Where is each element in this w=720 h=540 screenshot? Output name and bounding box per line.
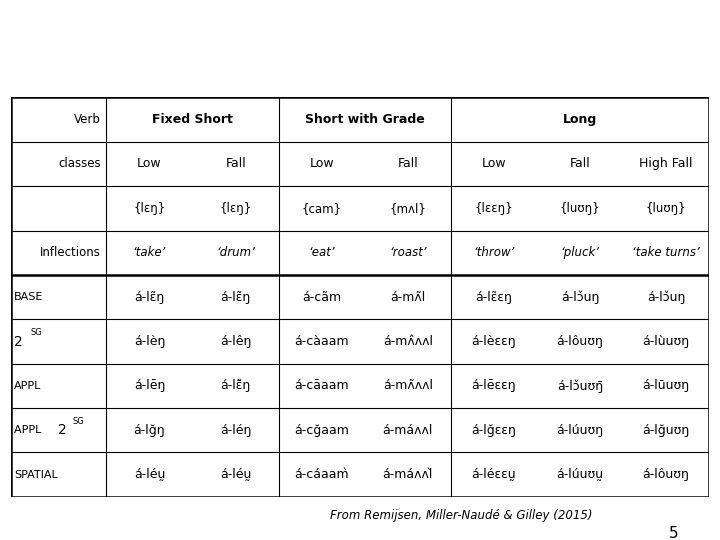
- Text: á-lêŋ: á-lêŋ: [220, 335, 251, 348]
- Text: {luʊŋ}: {luʊŋ}: [559, 202, 600, 215]
- Text: Long: Long: [563, 113, 597, 126]
- Text: á-lɛ̃ŋ: á-lɛ̃ŋ: [135, 291, 165, 303]
- Text: á-lɛ̃ɛŋ: á-lɛ̃ɛŋ: [475, 291, 513, 303]
- Text: á-lôuʊŋ: á-lôuʊŋ: [643, 468, 690, 481]
- Text: á-lɔ̌uʊŋ̄: á-lɔ̌uʊŋ̄: [557, 379, 603, 393]
- Text: á-lɔ̌uŋ: á-lɔ̌uŋ: [647, 291, 685, 304]
- Text: 2: 2: [14, 335, 23, 348]
- Text: ‘pluck’: ‘pluck’: [561, 246, 600, 259]
- Text: From Remijsen, Miller-Naudé & Gilley (2015): From Remijsen, Miller-Naudé & Gilley (20…: [330, 509, 592, 522]
- Text: {lɛɛŋ}: {lɛɛŋ}: [474, 202, 513, 215]
- Text: á-máʌʌl̀: á-máʌʌl̀: [382, 468, 433, 481]
- Text: á-cğaam: á-cğaam: [294, 424, 349, 437]
- Text: High Fall: High Fall: [639, 157, 693, 171]
- Text: á-lôuʊŋ: á-lôuʊŋ: [557, 335, 603, 348]
- Text: á-cáaam̀: á-cáaam̀: [294, 468, 349, 481]
- Text: á-cãm: á-cãm: [302, 291, 341, 303]
- Text: á-lūuʊŋ: á-lūuʊŋ: [642, 380, 690, 393]
- Text: á-lúuʊṵ: á-lúuʊṵ: [557, 468, 603, 481]
- Text: á-léṵ: á-léṵ: [134, 468, 165, 481]
- Text: ‘throw’: ‘throw’: [473, 246, 515, 259]
- Text: á-lèɛɛŋ: á-lèɛɛŋ: [472, 335, 516, 348]
- Text: á-lēŋ: á-lēŋ: [134, 380, 165, 393]
- Text: {lɛŋ}: {lɛŋ}: [133, 202, 166, 215]
- Text: ‘roast’: ‘roast’: [389, 246, 427, 259]
- Text: á-léɛɛṵ: á-léɛɛṵ: [472, 468, 516, 481]
- Text: Fall: Fall: [570, 157, 590, 171]
- Text: á-mʌ̃l: á-mʌ̃l: [390, 291, 426, 303]
- Text: á-lğuʊŋ: á-lğuʊŋ: [642, 424, 690, 437]
- Text: Low: Low: [482, 157, 506, 171]
- Text: Fall: Fall: [397, 157, 418, 171]
- Text: ‘take turns’: ‘take turns’: [632, 246, 700, 259]
- Text: á-lğɛɛŋ: á-lğɛɛŋ: [472, 424, 516, 437]
- Text: ‘take’: ‘take’: [133, 246, 166, 259]
- Text: á-lèŋ: á-lèŋ: [134, 335, 165, 348]
- Text: á-lɛ̃̄ŋ: á-lɛ̃̄ŋ: [220, 380, 251, 393]
- Text: SG: SG: [72, 417, 84, 426]
- Text: 5: 5: [668, 526, 678, 540]
- Text: Low: Low: [310, 157, 334, 171]
- Text: á-lɛ̃ŋ: á-lɛ̃ŋ: [220, 291, 251, 303]
- Text: Fixed Short: Fixed Short: [152, 113, 233, 126]
- Text: á-lɔ̌uŋ: á-lɔ̌uŋ: [561, 291, 599, 304]
- Text: á-càaam: á-càaam: [294, 335, 349, 348]
- Text: á-cāaam: á-cāaam: [294, 380, 349, 393]
- Text: APPL: APPL: [14, 426, 45, 435]
- Text: {mʌl}: {mʌl}: [390, 202, 426, 215]
- Text: Tone and vowel length in transitive verb paradigms: Tone and vowel length in transitive verb…: [13, 32, 600, 51]
- Text: {lɛŋ}: {lɛŋ}: [220, 202, 252, 215]
- Text: á-mʌ̃ʌʌl: á-mʌ̃ʌʌl: [383, 380, 433, 393]
- Text: Low: Low: [138, 157, 162, 171]
- Text: Fall: Fall: [225, 157, 246, 171]
- Text: Inflections: Inflections: [40, 246, 101, 259]
- Text: á-máʌʌl: á-máʌʌl: [382, 424, 433, 437]
- Text: á-lğŋ: á-lğŋ: [134, 424, 166, 437]
- Text: á-léŋ: á-léŋ: [220, 424, 251, 437]
- Text: á-lùuʊŋ: á-lùuʊŋ: [642, 335, 690, 348]
- Text: á-lēɛɛŋ: á-lēɛɛŋ: [472, 380, 516, 393]
- Text: Short with Grade: Short with Grade: [305, 113, 425, 126]
- Text: classes: classes: [58, 157, 101, 171]
- Text: BASE: BASE: [14, 292, 44, 302]
- Text: Verb: Verb: [74, 113, 101, 126]
- Text: ‘drum’: ‘drum’: [216, 246, 255, 259]
- Text: á-mʌ̂ʌʌl: á-mʌ̂ʌʌl: [383, 335, 433, 348]
- Text: SG: SG: [30, 328, 42, 338]
- Text: SPATIAL: SPATIAL: [14, 470, 58, 480]
- Text: APPL: APPL: [14, 381, 42, 391]
- Text: ‘eat’: ‘eat’: [308, 246, 335, 259]
- Text: á-léṵ: á-léṵ: [220, 468, 251, 481]
- Text: á-lúuʊŋ: á-lúuʊŋ: [557, 424, 603, 437]
- Text: {cam}: {cam}: [302, 202, 342, 215]
- Text: 2: 2: [58, 423, 67, 437]
- Text: {luʊŋ}: {luʊŋ}: [646, 202, 686, 215]
